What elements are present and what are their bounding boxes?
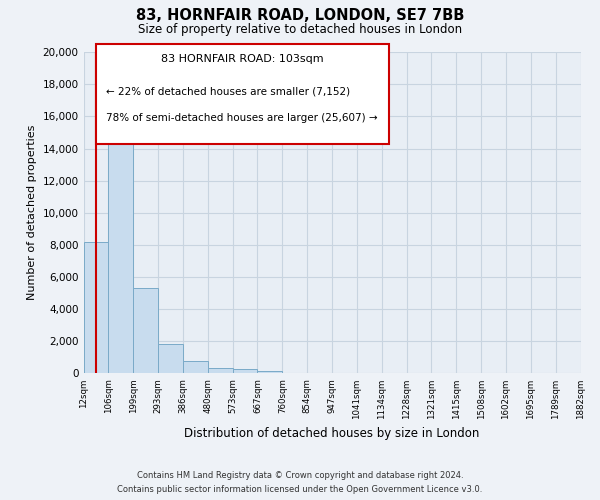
Bar — [83, 242, 109, 374]
Bar — [109, 106, 133, 374]
Bar — [158, 344, 183, 374]
Bar — [233, 369, 257, 374]
Text: 83 HORNFAIR ROAD: 103sqm: 83 HORNFAIR ROAD: 103sqm — [161, 54, 324, 64]
Bar — [208, 368, 233, 374]
Text: 83, HORNFAIR ROAD, LONDON, SE7 7BB: 83, HORNFAIR ROAD, LONDON, SE7 7BB — [136, 8, 464, 22]
Bar — [183, 362, 208, 374]
Bar — [133, 288, 158, 374]
Text: Size of property relative to detached houses in London: Size of property relative to detached ho… — [138, 22, 462, 36]
X-axis label: Distribution of detached houses by size in London: Distribution of detached houses by size … — [184, 427, 480, 440]
Text: Contains HM Land Registry data © Crown copyright and database right 2024.
Contai: Contains HM Land Registry data © Crown c… — [118, 472, 482, 494]
FancyBboxPatch shape — [96, 44, 389, 144]
Text: ← 22% of detached houses are smaller (7,152): ← 22% of detached houses are smaller (7,… — [106, 87, 350, 97]
Bar — [257, 371, 283, 374]
Text: 78% of semi-detached houses are larger (25,607) →: 78% of semi-detached houses are larger (… — [106, 113, 377, 123]
Y-axis label: Number of detached properties: Number of detached properties — [27, 125, 37, 300]
